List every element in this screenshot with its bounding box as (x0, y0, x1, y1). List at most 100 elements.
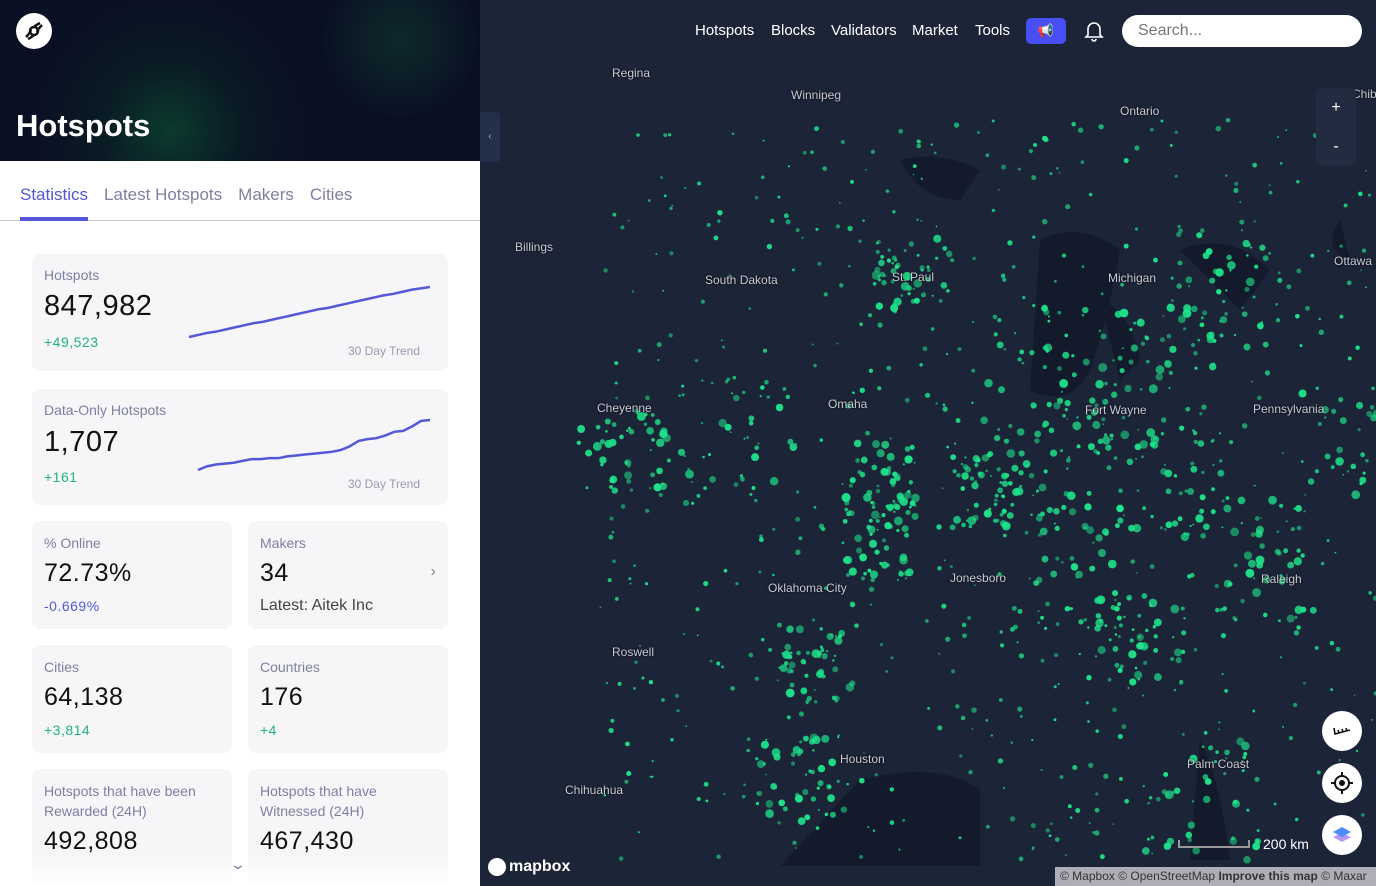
hotspot-dot (1011, 464, 1019, 472)
hotspot-dot (648, 679, 654, 685)
hotspot-dot (848, 509, 852, 513)
nav-tools[interactable]: Tools (975, 22, 1011, 39)
hotspot-dot (651, 775, 654, 778)
scroll-down-chevron-icon[interactable]: ⌄ (229, 856, 247, 872)
hotspot-dot (1254, 516, 1260, 521)
hotspot-dot (702, 455, 705, 459)
hotspot-dot (821, 652, 828, 660)
makers-card[interactable]: Makers 34 Latest: Aitek Inc › (248, 521, 448, 629)
hotspot-dot (1094, 655, 1098, 658)
hotspot-dot (1136, 318, 1145, 327)
hotspot-dot (1019, 484, 1023, 488)
hotspot-dot (1250, 246, 1253, 249)
hotspot-dot (989, 474, 992, 478)
tab-makers[interactable]: Makers (238, 185, 294, 204)
hotspot-dot (1060, 560, 1064, 564)
nav-validators[interactable]: Validators (831, 22, 897, 39)
hotspot-dot (1165, 792, 1170, 797)
hotspot-dot (1105, 444, 1112, 451)
hotspot-dot (822, 166, 828, 171)
hotspot-dot (813, 363, 817, 368)
mapbox-logo[interactable]: mapbox (488, 858, 570, 876)
hotspot-dot (1114, 662, 1120, 668)
hotspot-dot (1254, 776, 1260, 782)
hotspot-dot (1087, 720, 1090, 723)
hotspot-dot (875, 302, 884, 310)
hotspot-dot (1368, 591, 1372, 595)
attribution-mapbox-link[interactable]: © Mapbox (1060, 869, 1115, 883)
hotspot-dot (901, 525, 909, 533)
hotspot-dot (1100, 333, 1107, 340)
attribution-maxar-link[interactable]: © Maxar (1321, 869, 1367, 883)
tab-latest-hotspots[interactable]: Latest Hotspots (104, 185, 223, 204)
hotspot-dot (720, 339, 723, 342)
locate-button[interactable] (1322, 763, 1362, 803)
hotspot-dot (1114, 598, 1117, 602)
attribution-osm-link[interactable]: © OpenStreetMap (1118, 869, 1216, 883)
hotspot-dot (1213, 760, 1218, 764)
hotspot-dot (859, 322, 863, 327)
nav-hotspots[interactable]: Hotspots (695, 22, 755, 39)
notifications-bell-icon[interactable] (1084, 20, 1104, 47)
hotspot-dot (1177, 260, 1183, 266)
map-label: Ottawa (1334, 254, 1373, 268)
card-label: % Online (44, 535, 101, 551)
hotspot-dot (1017, 608, 1023, 614)
hotspot-dot (786, 625, 794, 633)
hotspot-dot (839, 283, 844, 288)
zoom-in-button[interactable]: + (1331, 99, 1341, 116)
hotspot-dot (1096, 595, 1106, 605)
tab-cities[interactable]: Cities (309, 185, 353, 204)
hotspot-dot (1196, 518, 1200, 523)
hotspot-dot (940, 281, 948, 289)
improve-map-link[interactable]: Improve this map (1218, 869, 1318, 883)
layers-button[interactable] (1322, 815, 1362, 855)
hotspot-dot (904, 491, 912, 499)
hotspot-dot (1190, 465, 1198, 473)
hotspot-dot (1060, 390, 1064, 393)
hotspot-dot (1083, 618, 1087, 622)
hotspot-dot (1071, 121, 1076, 127)
zoom-out-button[interactable]: - (1333, 138, 1339, 155)
hotspot-dot (869, 570, 879, 579)
hotspot-dot (1114, 523, 1120, 529)
hotspot-dot (1150, 835, 1155, 840)
hotspot-dot (907, 292, 911, 296)
hotspot-dot (892, 274, 895, 277)
map-canvas[interactable]: ‹ (480, 0, 1376, 886)
hotspot-dot (1259, 244, 1266, 251)
hotspot-dot (697, 181, 702, 186)
hotspot-dot (1185, 406, 1191, 412)
announcements-megaphone-icon[interactable]: 📢 (1026, 18, 1066, 44)
hotspot-dot (968, 770, 973, 775)
helium-logo-icon[interactable] (16, 13, 52, 49)
hotspot-dot (663, 133, 668, 138)
collapse-panel-button[interactable]: ‹ (480, 112, 500, 162)
hotspot-dot (1114, 605, 1120, 612)
search-input[interactable] (1122, 15, 1362, 47)
hotspot-dot (960, 486, 966, 491)
crosshair-icon (1331, 772, 1353, 794)
map-label: Fort Wayne (1085, 403, 1147, 417)
hotspot-dot (1252, 709, 1256, 713)
nav-market[interactable]: Market (912, 22, 958, 39)
hotspot-dot (1199, 508, 1205, 514)
hotspot-dot (870, 149, 875, 154)
hotspot-dot (840, 806, 848, 813)
tab-statistics[interactable]: Statistics (20, 161, 89, 221)
hotspot-dot (814, 126, 819, 132)
hotspot-dot (814, 700, 818, 704)
hotspot-dot (1370, 718, 1373, 721)
nav-blocks[interactable]: Blocks (771, 22, 816, 39)
hotspot-dot (1241, 311, 1248, 317)
hotspot-dot (878, 259, 885, 267)
hotspot-dot (1346, 470, 1350, 473)
hotspot-dot (1203, 730, 1208, 735)
hotspot-dot (1346, 280, 1352, 286)
hotspot-dot (1315, 386, 1319, 390)
hotspot-dot (1217, 469, 1225, 477)
hotspot-dot (1109, 433, 1114, 438)
hotspot-dot (724, 423, 732, 431)
measure-ruler-button[interactable] (1322, 711, 1362, 751)
hotspot-dot (1214, 583, 1219, 589)
